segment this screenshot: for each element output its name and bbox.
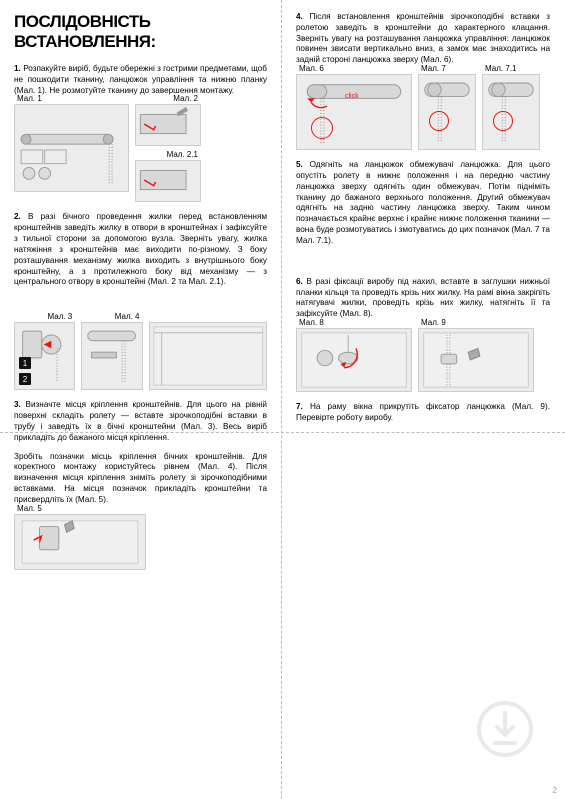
figure-7-label: Мал. 7 xyxy=(421,64,446,73)
figure-8: Мал. 8 xyxy=(296,328,412,392)
click-label: click xyxy=(345,93,359,100)
page-title: Послідовність встановлення: xyxy=(14,12,267,52)
figure-3-label: Мал. 3 xyxy=(47,312,72,321)
step-1-text: 1. Розпакуйте виріб, будьте обережні з г… xyxy=(14,64,267,96)
figure-7: Мал. 7 xyxy=(418,74,476,150)
figure-row-2: Мал. 3 1 2 Мал. 4 xyxy=(14,322,267,390)
badge-1: 1 xyxy=(19,357,31,369)
step-7-text: 7. На раму вікна прикрутіть фіксатор лан… xyxy=(296,402,550,424)
figure-7-1-label: Мал. 7.1 xyxy=(485,64,516,73)
horizontal-divider xyxy=(0,432,565,433)
figure-2: Мал. 2 xyxy=(135,104,201,146)
figure-5-label: Мал. 5 xyxy=(17,504,42,513)
figure-4: Мал. 4 xyxy=(81,322,142,390)
figure-blank xyxy=(149,322,268,390)
figure-7-1: Мал. 7.1 xyxy=(482,74,540,150)
figure-3: Мал. 3 1 2 xyxy=(14,322,75,390)
step-3-text: 3. Визначте місця кріплення кронштейнів.… xyxy=(14,400,267,443)
figure-2-label: Мал. 2 xyxy=(173,94,198,103)
figure-8-label: Мал. 8 xyxy=(299,318,324,327)
figure-row-r1: Мал. 6 click Мал. 7 xyxy=(296,74,550,150)
figure-1: Мал. 1 xyxy=(14,104,129,192)
figure-9: Мал. 9 xyxy=(418,328,534,392)
figure-6-label: Мал. 6 xyxy=(299,64,324,73)
step-4-text: 4. Після встановлення кронштейнів зірочк… xyxy=(296,12,550,66)
badge-2: 2 xyxy=(19,373,31,385)
step-3b-text: Зробіть позначки місць кріплення бічних … xyxy=(14,452,267,506)
step-5-text: 5. Одягніть на ланцюжок обмежувачі ланцю… xyxy=(296,160,550,247)
figure-5: Мал. 5 xyxy=(14,514,146,570)
figure-4-label: Мал. 4 xyxy=(115,312,140,321)
figure-2-1-label: Мал. 2.1 xyxy=(167,150,198,159)
figure-row-1: Мал. 1 Мал. 2 xyxy=(14,104,267,202)
step-2-text: 2. В разі бічного проведення жилки перед… xyxy=(14,212,267,288)
step-6-text: 6. В разі фіксації виробу під нахил, вст… xyxy=(296,277,550,320)
figure-2-1: Мал. 2.1 xyxy=(135,160,201,202)
figure-1-label: Мал. 1 xyxy=(17,94,42,103)
figure-row-r2: Мал. 8 Мал. 9 xyxy=(296,328,550,392)
figure-9-label: Мал. 9 xyxy=(421,318,446,327)
page-number: 2 xyxy=(553,786,557,795)
figure-6: Мал. 6 click xyxy=(296,74,412,150)
figure-row-3: Мал. 5 xyxy=(14,514,267,570)
watermark-icon xyxy=(475,699,535,759)
